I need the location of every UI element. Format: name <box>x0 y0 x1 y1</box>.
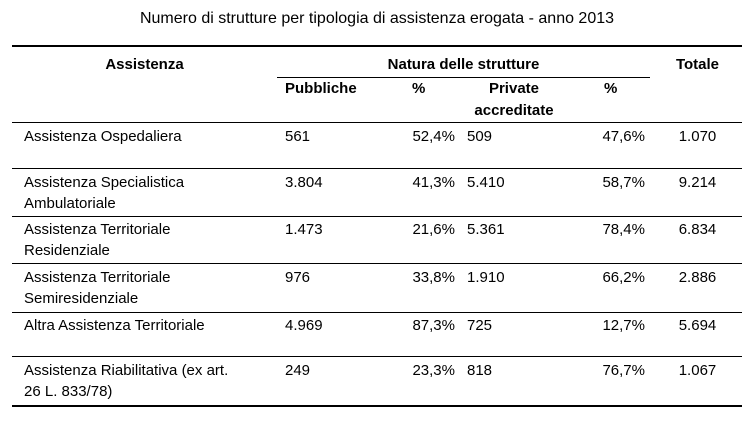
row-label: Altra Assistenza Territoriale <box>24 317 205 334</box>
cell-private: 5.361 <box>467 221 505 238</box>
row-label-line2: Semiresidenziale <box>24 290 139 307</box>
header-bottom-rule <box>12 122 742 123</box>
cell-private: 5.410 <box>467 174 505 191</box>
row-label-line2: 26 L. 833/78) <box>24 383 113 400</box>
cell-totale: 6.834 <box>678 221 717 238</box>
table-title: Numero di strutture per tipologia di ass… <box>139 10 615 27</box>
header-private-line2: accreditate <box>474 102 554 119</box>
top-rule <box>12 45 742 47</box>
row-label: Assistenza Specialistica <box>24 174 185 191</box>
cell-totale: 9.214 <box>678 174 717 191</box>
header-pct-pubbliche: % <box>412 80 426 97</box>
cell-totale: 1.067 <box>678 362 717 379</box>
cell-pubbliche: 1.473 <box>285 221 323 238</box>
cell-pubbliche: 561 <box>285 128 311 145</box>
row-label: Assistenza Territoriale <box>24 269 171 286</box>
row-divider <box>12 356 742 357</box>
row-label: Assistenza Riabilitativa (ex art. <box>24 362 229 379</box>
header-assistenza: Assistenza <box>105 56 184 73</box>
cell-pubbliche: 976 <box>285 269 311 286</box>
row-label: Assistenza Territoriale <box>24 221 171 238</box>
cell-pubbliche: 4.969 <box>285 317 323 334</box>
cell-pct-private: 12,7% <box>602 317 645 334</box>
cell-pubbliche: 249 <box>285 362 311 379</box>
cell-pct-private: 58,7% <box>602 174 645 191</box>
cell-private: 725 <box>467 317 493 334</box>
cell-totale: 5.694 <box>678 317 717 334</box>
natura-underline <box>277 77 650 78</box>
cell-pct-private: 76,7% <box>602 362 645 379</box>
header-pct-private: % <box>604 80 618 97</box>
header-totale: Totale <box>675 56 720 73</box>
row-divider <box>12 263 742 264</box>
header-natura: Natura delle strutture <box>387 56 540 73</box>
cell-pct-pubbliche: 52,4% <box>412 128 455 145</box>
cell-private: 818 <box>467 362 493 379</box>
cell-pct-private: 47,6% <box>602 128 645 145</box>
header-pubbliche: Pubbliche <box>285 80 357 97</box>
row-divider <box>12 216 742 217</box>
bottom-rule <box>12 405 742 407</box>
row-divider <box>12 312 742 313</box>
cell-pubbliche: 3.804 <box>285 174 323 191</box>
row-label-line2: Ambulatoriale <box>24 195 116 212</box>
cell-totale: 2.886 <box>678 269 717 286</box>
cell-pct-private: 78,4% <box>602 221 645 238</box>
row-label-line2: Residenziale <box>24 242 110 259</box>
cell-private: 1.910 <box>467 269 505 286</box>
row-divider <box>12 168 742 169</box>
cell-pct-pubbliche: 41,3% <box>412 174 455 191</box>
row-label: Assistenza Ospedaliera <box>24 128 182 145</box>
cell-private: 509 <box>467 128 493 145</box>
cell-pct-pubbliche: 23,3% <box>412 362 455 379</box>
header-private: Private <box>488 80 540 97</box>
cell-pct-private: 66,2% <box>602 269 645 286</box>
cell-pct-pubbliche: 21,6% <box>412 221 455 238</box>
cell-pct-pubbliche: 33,8% <box>412 269 455 286</box>
cell-totale: 1.070 <box>678 128 717 145</box>
cell-pct-pubbliche: 87,3% <box>412 317 455 334</box>
